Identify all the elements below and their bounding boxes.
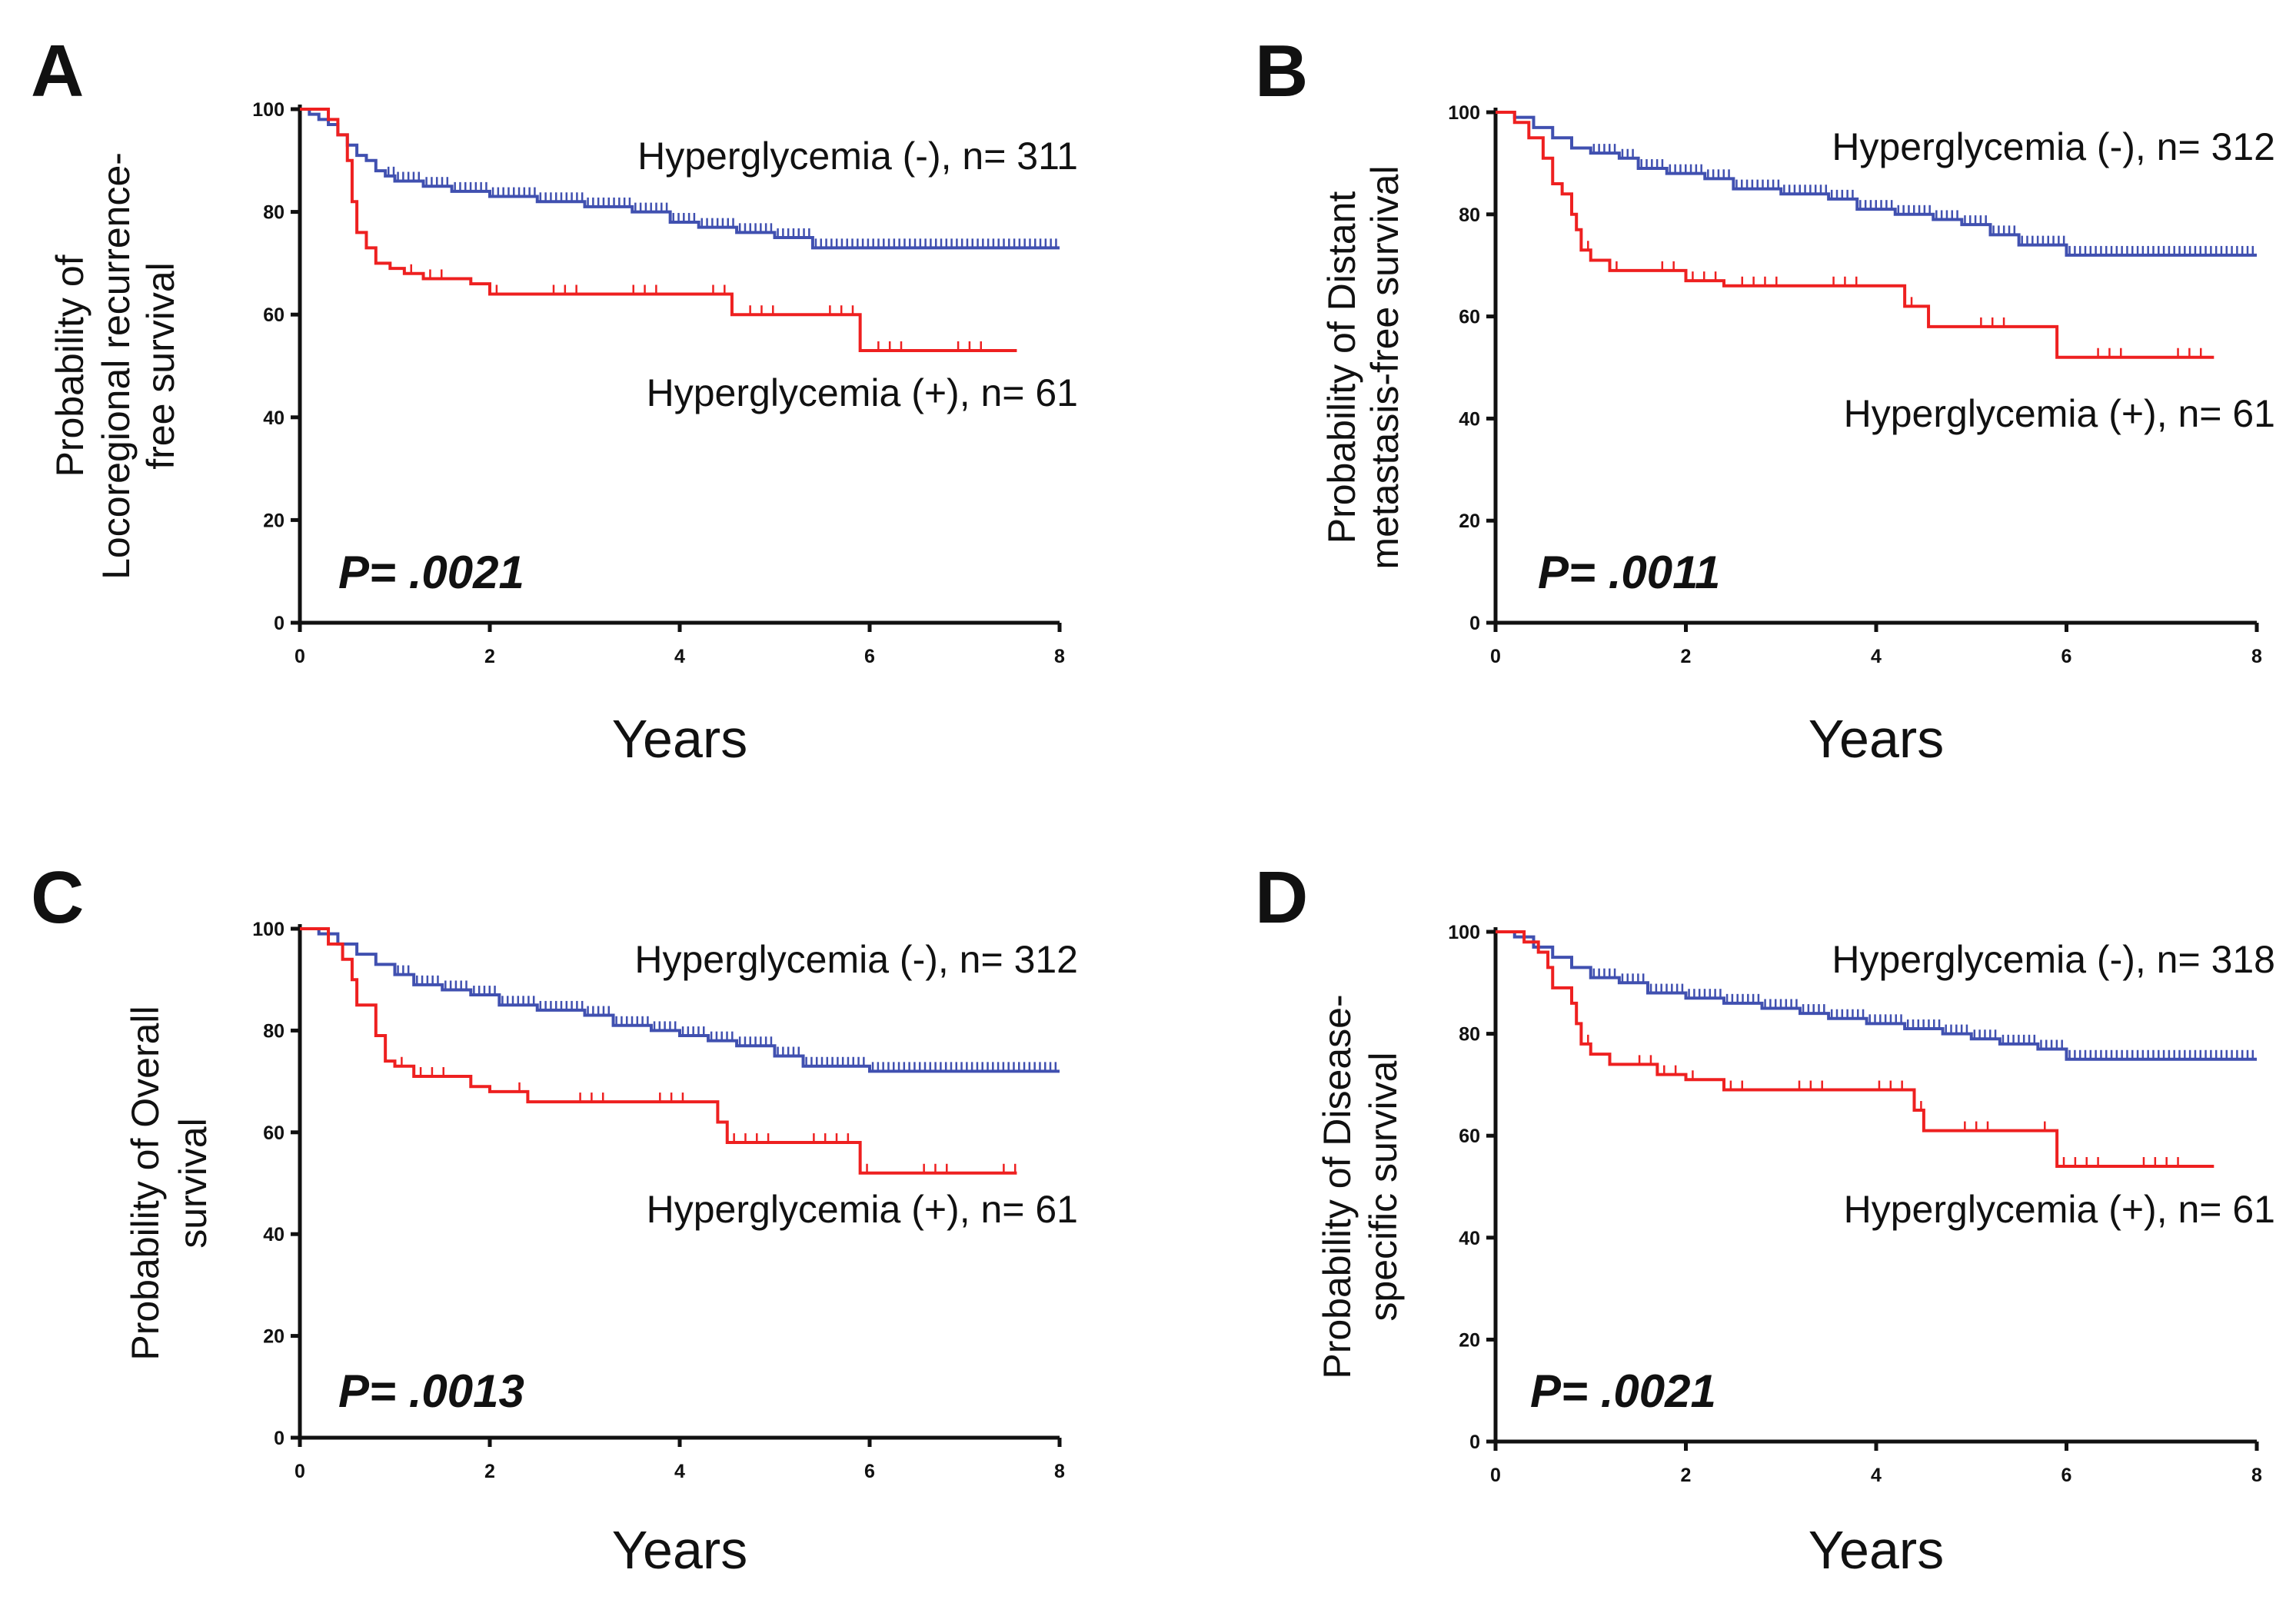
series-annotation: Hyperglycemia (+), n= 61 bbox=[647, 1188, 1078, 1231]
y-tick-label: 80 bbox=[1459, 205, 1480, 226]
series-hyperglycemia-positive bbox=[300, 927, 1017, 1175]
y-tick-label: 80 bbox=[1459, 1024, 1480, 1046]
y-axis-label: specific survival bbox=[1362, 1052, 1405, 1321]
y-tick-label: 60 bbox=[1459, 307, 1480, 328]
y-tick-label: 20 bbox=[1459, 510, 1480, 532]
panel-c: C 0 20 40 60 80 100 0 2 4 6 8 Years Probability of Ov… bbox=[31, 856, 1078, 1580]
y-tick-label: 20 bbox=[1459, 1329, 1480, 1351]
x-tick-label: 4 bbox=[1871, 646, 1882, 667]
x-axis-label: Years bbox=[1809, 1520, 1944, 1580]
y-tick-label: 40 bbox=[263, 407, 285, 429]
p-value: P= .0013 bbox=[338, 1365, 524, 1417]
x-tick-label: 0 bbox=[1490, 1465, 1501, 1486]
y-tick-label: 100 bbox=[1448, 922, 1480, 943]
y-tick-label: 100 bbox=[1448, 102, 1480, 124]
series-annotation: Hyperglycemia (-), n= 312 bbox=[1832, 125, 2275, 168]
series-hyperglycemia-negative bbox=[300, 927, 1060, 1073]
y-axis-label: metastasis-free survival bbox=[1363, 165, 1406, 569]
series-hyperglycemia-negative bbox=[1496, 111, 2257, 257]
survival-curve bbox=[300, 927, 1017, 1175]
x-tick-label: 6 bbox=[864, 1461, 875, 1482]
panel-b: B 0 20 40 60 80 100 0 2 4 6 8 Years Probability of Di… bbox=[1255, 30, 2275, 769]
survival-curve bbox=[1496, 930, 2214, 1168]
panel-a: A 0 20 40 60 80 100 0 2 4 6 8 Years Probability of Loc… bbox=[31, 30, 1078, 769]
x-axis-label: Years bbox=[1809, 709, 1944, 769]
panel-letter: B bbox=[1255, 30, 1308, 112]
y-tick-label: 80 bbox=[263, 1020, 285, 1042]
panel-letter: A bbox=[31, 30, 84, 112]
y-tick-label: 0 bbox=[1469, 1432, 1480, 1453]
y-axis-label: Probability of Distant bbox=[1320, 191, 1363, 544]
y-tick-label: 40 bbox=[263, 1224, 285, 1245]
y-tick-label: 0 bbox=[1469, 613, 1480, 634]
x-tick-label: 2 bbox=[484, 646, 495, 667]
p-value: P= .0021 bbox=[1530, 1365, 1716, 1417]
y-tick-label: 60 bbox=[263, 304, 285, 326]
x-tick-label: 0 bbox=[294, 646, 305, 667]
y-axis-label: survival bbox=[171, 1118, 215, 1248]
panel-d: D 0 20 40 60 80 100 0 2 4 6 8 Years Probability of Di… bbox=[1255, 856, 2275, 1580]
series-hyperglycemia-positive bbox=[1496, 111, 2214, 359]
x-tick-label: 0 bbox=[294, 1461, 305, 1482]
x-tick-label: 8 bbox=[2251, 646, 2262, 667]
series-hyperglycemia-positive bbox=[300, 108, 1017, 352]
series-annotation: Hyperglycemia (+), n= 61 bbox=[647, 371, 1078, 414]
y-tick-label: 60 bbox=[1459, 1126, 1480, 1147]
x-tick-label: 6 bbox=[864, 646, 875, 667]
x-tick-label: 8 bbox=[1054, 646, 1065, 667]
panel-letter: C bbox=[31, 856, 84, 939]
x-tick-label: 4 bbox=[674, 1461, 685, 1482]
x-tick-label: 4 bbox=[674, 646, 685, 667]
y-axis-label: Locoregional recurrence- bbox=[95, 152, 138, 580]
y-tick-label: 0 bbox=[274, 1428, 285, 1449]
x-tick-label: 0 bbox=[1490, 646, 1501, 667]
p-value: P= .0011 bbox=[1538, 547, 1720, 598]
y-axis-label: Probability of bbox=[48, 254, 92, 477]
x-tick-label: 2 bbox=[484, 1461, 495, 1482]
x-tick-label: 6 bbox=[2061, 1465, 2072, 1486]
x-tick-label: 4 bbox=[1871, 1465, 1882, 1486]
x-tick-label: 6 bbox=[2061, 646, 2072, 667]
panel-letter: D bbox=[1255, 856, 1308, 939]
x-tick-label: 2 bbox=[1681, 646, 1692, 667]
y-tick-label: 80 bbox=[263, 202, 285, 224]
y-axis-label: Probability of Disease- bbox=[1316, 994, 1359, 1379]
series-annotation: Hyperglycemia (-), n= 312 bbox=[634, 938, 1078, 981]
y-tick-label: 0 bbox=[274, 613, 285, 634]
series-annotation: Hyperglycemia (+), n= 61 bbox=[1844, 1188, 2275, 1231]
series-hyperglycemia-negative bbox=[1496, 930, 2257, 1061]
series-hyperglycemia-negative bbox=[300, 108, 1060, 250]
y-tick-label: 60 bbox=[263, 1122, 285, 1144]
y-axis-label: Probability of Overall bbox=[124, 1006, 167, 1360]
series-annotation: Hyperglycemia (-), n= 311 bbox=[637, 135, 1078, 178]
x-tick-label: 2 bbox=[1681, 1465, 1692, 1486]
y-tick-label: 40 bbox=[1459, 1228, 1480, 1249]
series-annotation: Hyperglycemia (-), n= 318 bbox=[1832, 938, 2275, 981]
series-hyperglycemia-positive bbox=[1496, 930, 2214, 1168]
series-annotation: Hyperglycemia (+), n= 61 bbox=[1844, 392, 2275, 435]
y-tick-label: 100 bbox=[252, 99, 285, 121]
p-value: P= .0021 bbox=[338, 547, 524, 598]
x-tick-label: 8 bbox=[1054, 1461, 1065, 1482]
y-axis-label: free survival bbox=[139, 262, 182, 470]
x-axis-label: Years bbox=[612, 1520, 747, 1580]
survival-curve bbox=[1496, 111, 2214, 359]
y-tick-label: 20 bbox=[263, 510, 285, 531]
x-axis-label: Years bbox=[612, 709, 747, 769]
y-tick-label: 40 bbox=[1459, 408, 1480, 430]
survival-curve bbox=[300, 108, 1017, 352]
x-tick-label: 8 bbox=[2251, 1465, 2262, 1486]
y-tick-label: 100 bbox=[252, 919, 285, 940]
y-tick-label: 20 bbox=[263, 1326, 285, 1348]
